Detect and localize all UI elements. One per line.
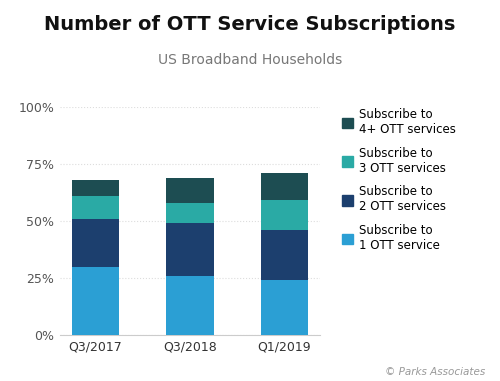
Bar (166, 223, 214, 276)
Bar (72, 267, 119, 335)
Bar (261, 200, 308, 230)
Bar (72, 196, 119, 219)
Text: © Parks Associates: © Parks Associates (385, 367, 485, 377)
Bar (261, 230, 308, 280)
Bar (72, 180, 119, 196)
Bar (166, 203, 214, 223)
Text: Number of OTT Service Subscriptions: Number of OTT Service Subscriptions (44, 15, 456, 34)
Bar (72, 219, 119, 267)
Text: US Broadband Households: US Broadband Households (158, 53, 342, 67)
Bar (166, 276, 214, 335)
Legend: Subscribe to
4+ OTT services, Subscribe to
3 OTT services, Subscribe to
2 OTT se: Subscribe to 4+ OTT services, Subscribe … (342, 108, 456, 252)
Bar (261, 280, 308, 335)
Bar (166, 178, 214, 203)
Bar (261, 173, 308, 200)
